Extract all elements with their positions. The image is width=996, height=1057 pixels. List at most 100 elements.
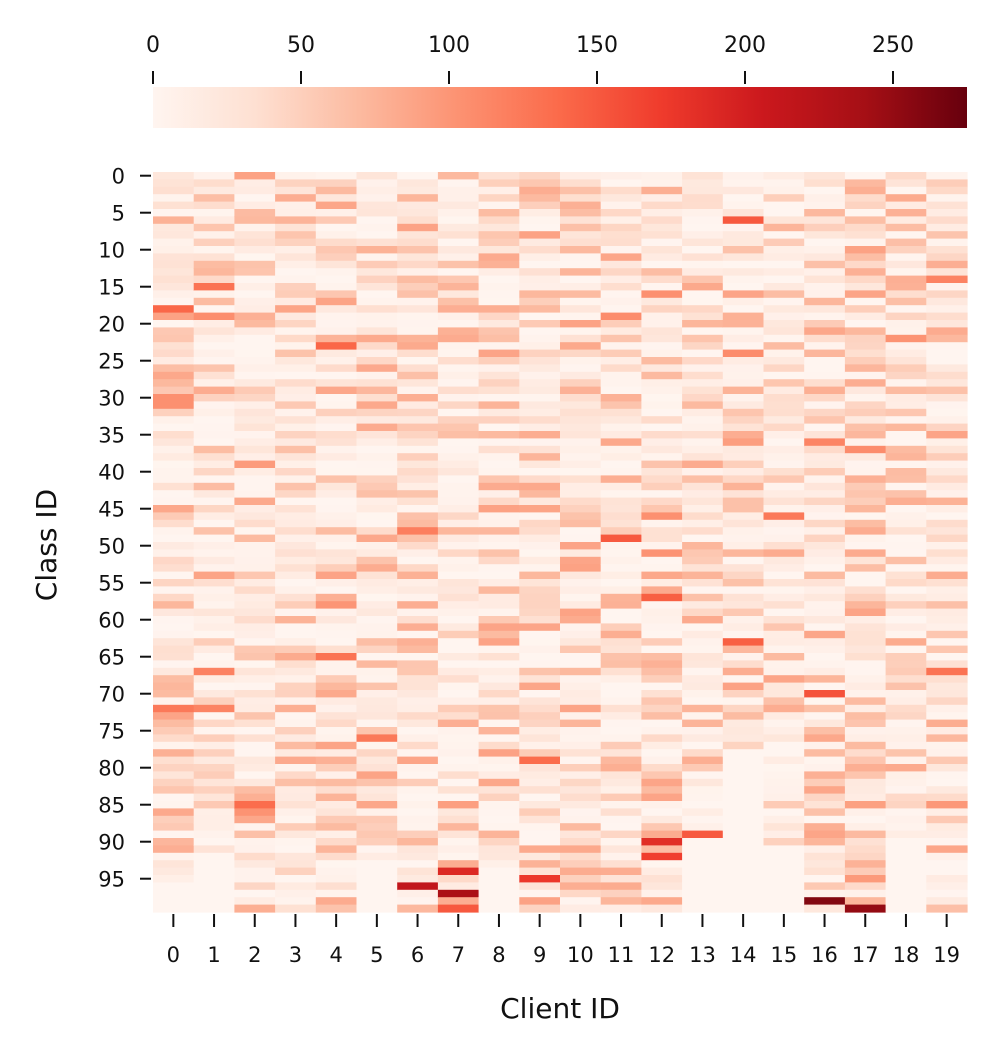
heatmap-cell — [763, 838, 805, 846]
heatmap-cell — [885, 408, 927, 417]
heatmap-cell — [560, 741, 602, 750]
heatmap-cell — [356, 327, 398, 336]
heatmap-cell — [722, 727, 765, 735]
heatmap-cell — [763, 571, 805, 580]
heatmap-cell — [722, 697, 765, 706]
y-axis-title: Class ID — [30, 489, 63, 601]
heatmap-cell — [397, 815, 439, 824]
heatmap-cell — [844, 334, 887, 343]
heatmap-cell — [926, 786, 968, 795]
x-tick-label: 4 — [329, 943, 342, 967]
heatmap-cell — [275, 490, 317, 499]
heatmap-cell — [397, 801, 439, 809]
heatmap-cell — [478, 630, 520, 639]
heatmap-cell — [600, 867, 642, 876]
heatmap-cell — [560, 357, 602, 365]
heatmap-cell — [153, 889, 195, 898]
heatmap-cell — [844, 682, 887, 691]
heatmap-cell — [885, 416, 927, 425]
heatmap-cell — [356, 867, 398, 876]
heatmap-cell — [193, 793, 235, 802]
heatmap-cell — [437, 830, 480, 839]
heatmap-cell — [844, 505, 887, 513]
heatmap-cell — [600, 838, 642, 846]
heatmap-cell — [641, 238, 683, 247]
heatmap-cell — [804, 630, 846, 639]
heatmap-cell — [560, 438, 602, 447]
heatmap-cell — [397, 786, 439, 795]
heatmap-cell — [641, 416, 683, 425]
heatmap-cell — [478, 512, 520, 521]
heatmap-cell — [722, 904, 765, 913]
heatmap-cell — [682, 756, 724, 765]
heatmap-cell — [519, 704, 561, 713]
heatmap-cell — [275, 749, 317, 758]
heatmap-cell — [478, 786, 520, 795]
heatmap-cell — [600, 616, 642, 624]
heatmap-cell — [560, 290, 602, 299]
heatmap-cell — [275, 875, 317, 883]
heatmap-cell — [193, 889, 235, 898]
heatmap-cell — [234, 667, 276, 676]
heatmap-cell — [519, 571, 561, 580]
heatmap-cell — [722, 608, 765, 617]
heatmap-cell — [437, 845, 480, 854]
heatmap-cell — [153, 793, 195, 802]
heatmap-cell — [763, 497, 805, 506]
heatmap-cell — [153, 534, 195, 543]
heatmap-cell — [478, 445, 520, 454]
heatmap-cell — [356, 431, 398, 439]
heatmap-cell — [885, 312, 927, 321]
heatmap-cell — [356, 904, 398, 913]
heatmap-cell — [560, 401, 602, 410]
heatmap-cell — [926, 889, 968, 898]
heatmap-cell — [804, 223, 846, 232]
heatmap-cell — [560, 734, 602, 743]
heatmap-cell — [885, 556, 927, 565]
heatmap-cell — [722, 593, 765, 602]
heatmap-cell — [437, 194, 480, 203]
heatmap-cell — [478, 438, 520, 447]
heatmap-cell — [478, 667, 520, 676]
heatmap-cell — [804, 342, 846, 351]
heatmap-cell — [560, 209, 602, 217]
heatmap-cell — [763, 527, 805, 536]
heatmap-cell — [397, 371, 439, 380]
heatmap-cell — [153, 682, 195, 691]
heatmap-cell — [844, 512, 887, 521]
heatmap-cell — [844, 438, 887, 447]
heatmap-cell — [885, 238, 927, 247]
heatmap-cell — [315, 675, 358, 684]
heatmap-cell — [844, 712, 887, 721]
heatmap-cell — [478, 290, 520, 299]
heatmap-cell — [275, 268, 317, 277]
heatmap-cell — [519, 786, 561, 795]
heatmap-cell — [478, 845, 520, 854]
heatmap-cell — [193, 253, 235, 262]
heatmap-cell — [763, 675, 805, 684]
heatmap-cell — [397, 897, 439, 906]
heatmap-cell — [275, 697, 317, 706]
heatmap-cell — [926, 860, 968, 869]
heatmap-cell — [153, 712, 195, 721]
heatmap-cell — [763, 653, 805, 661]
heatmap-cell — [641, 431, 683, 439]
heatmap-cell — [560, 712, 602, 721]
heatmap-cell — [153, 253, 195, 262]
heatmap-cell — [682, 179, 724, 188]
heatmap-cell — [682, 297, 724, 306]
heatmap-cell — [519, 268, 561, 277]
heatmap-cell — [844, 845, 887, 854]
heatmap-cell — [234, 549, 276, 558]
heatmap-cell — [478, 371, 520, 380]
heatmap-cell — [397, 830, 439, 839]
heatmap-cell — [844, 778, 887, 787]
heatmap-cell — [885, 889, 927, 898]
heatmap-cell — [600, 283, 642, 291]
heatmap-cell — [560, 342, 602, 351]
heatmap-cell — [275, 542, 317, 550]
heatmap-cell — [804, 490, 846, 499]
heatmap-cell — [641, 527, 683, 536]
heatmap-cell — [234, 601, 276, 610]
heatmap-cell — [885, 542, 927, 550]
